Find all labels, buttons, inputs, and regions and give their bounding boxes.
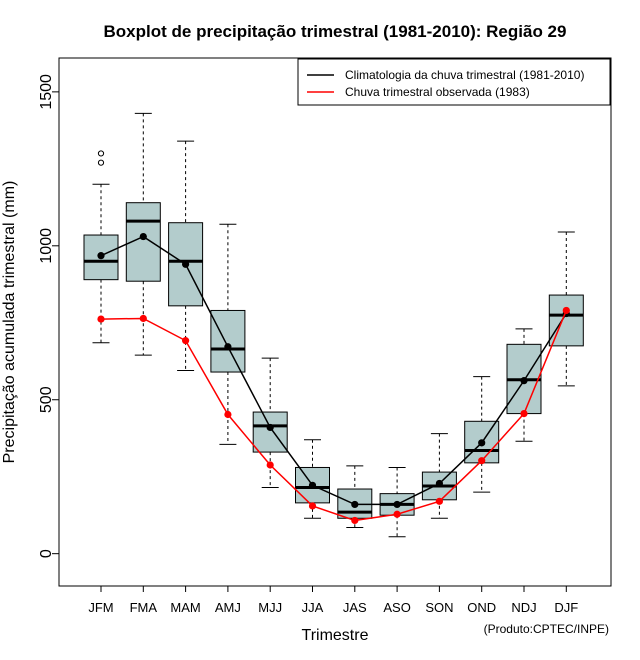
x-tick-label: DJF: [554, 600, 578, 615]
x-tick-label: MAM: [170, 600, 200, 615]
series-point: [351, 516, 359, 525]
legend-label: Chuva trimestral observada (1983): [345, 85, 530, 99]
y-axis-label: Precipitação acumulada trimestral (mm): [1, 181, 18, 464]
x-tick-label: FMA: [130, 600, 158, 615]
series-point: [97, 315, 105, 323]
series-point: [224, 343, 232, 351]
x-tick-label: JFM: [88, 600, 113, 615]
y-axis: 0 500 1000 1500: [38, 74, 59, 558]
series-point: [478, 439, 486, 447]
box-mam: [168, 140, 204, 371]
series-climatology: [97, 232, 570, 509]
y-tick-label: 500: [38, 386, 55, 413]
series-point: [435, 497, 443, 505]
box-amj: [210, 223, 246, 445]
legend: Climatologia da chuva trimestral (1981-2…: [297, 58, 611, 106]
series-point: [182, 260, 190, 268]
x-axis: JFM FMA MAM AMJ MJJ JJA JAS ASO SON OND NDJ DJF: [88, 586, 578, 615]
box-iqr: [168, 222, 204, 307]
series-point: [308, 502, 317, 510]
series-point: [182, 337, 190, 345]
product-credit: (Produto:CPTEC/INPE): [484, 622, 609, 636]
box-jfm: [83, 150, 119, 344]
x-tick-label: ASO: [383, 600, 410, 615]
series-layer: [97, 232, 570, 525]
series-point: [266, 423, 274, 432]
y-tick-label: 1500: [38, 74, 55, 110]
series-observed: [97, 306, 570, 525]
series-line: [100, 235, 567, 506]
box-iqr: [252, 411, 288, 453]
x-tick-label: MJJ: [258, 600, 282, 615]
box-outlier: [97, 159, 105, 166]
series-point: [139, 314, 147, 323]
x-tick-label: NDJ: [511, 600, 536, 615]
y-tick-label: 1000: [38, 228, 55, 264]
box-ond: [464, 376, 500, 493]
y-tick-label: 0: [38, 549, 55, 558]
series-point: [393, 500, 401, 509]
legend-box: [297, 58, 611, 106]
series-point: [97, 252, 105, 260]
series-line: [100, 310, 567, 522]
series-point: [435, 479, 443, 488]
box-outlier: [97, 150, 105, 157]
x-tick-label: OND: [467, 600, 496, 615]
box-iqr: [210, 309, 246, 373]
series-point: [308, 481, 317, 489]
x-axis-label: Trimestre: [302, 627, 369, 644]
series-point: [562, 306, 570, 315]
series-point: [520, 377, 528, 385]
series-point: [351, 500, 359, 509]
series-point: [393, 510, 401, 518]
x-tick-label: SON: [425, 600, 453, 615]
series-point: [520, 409, 528, 418]
series-point: [224, 410, 232, 419]
x-tick-label: JJA: [302, 600, 324, 615]
series-point: [478, 457, 486, 465]
x-tick-label: JAS: [343, 600, 367, 615]
chart-title: Boxplot de precipitação trimestral (1981…: [104, 22, 567, 41]
boxes-layer: [83, 112, 584, 538]
series-point: [139, 232, 147, 241]
series-point: [266, 461, 274, 469]
plot-frame: [58, 57, 612, 587]
legend-label: Climatologia da chuva trimestral (1981-2…: [345, 68, 584, 82]
x-tick-label: AMJ: [215, 600, 241, 615]
